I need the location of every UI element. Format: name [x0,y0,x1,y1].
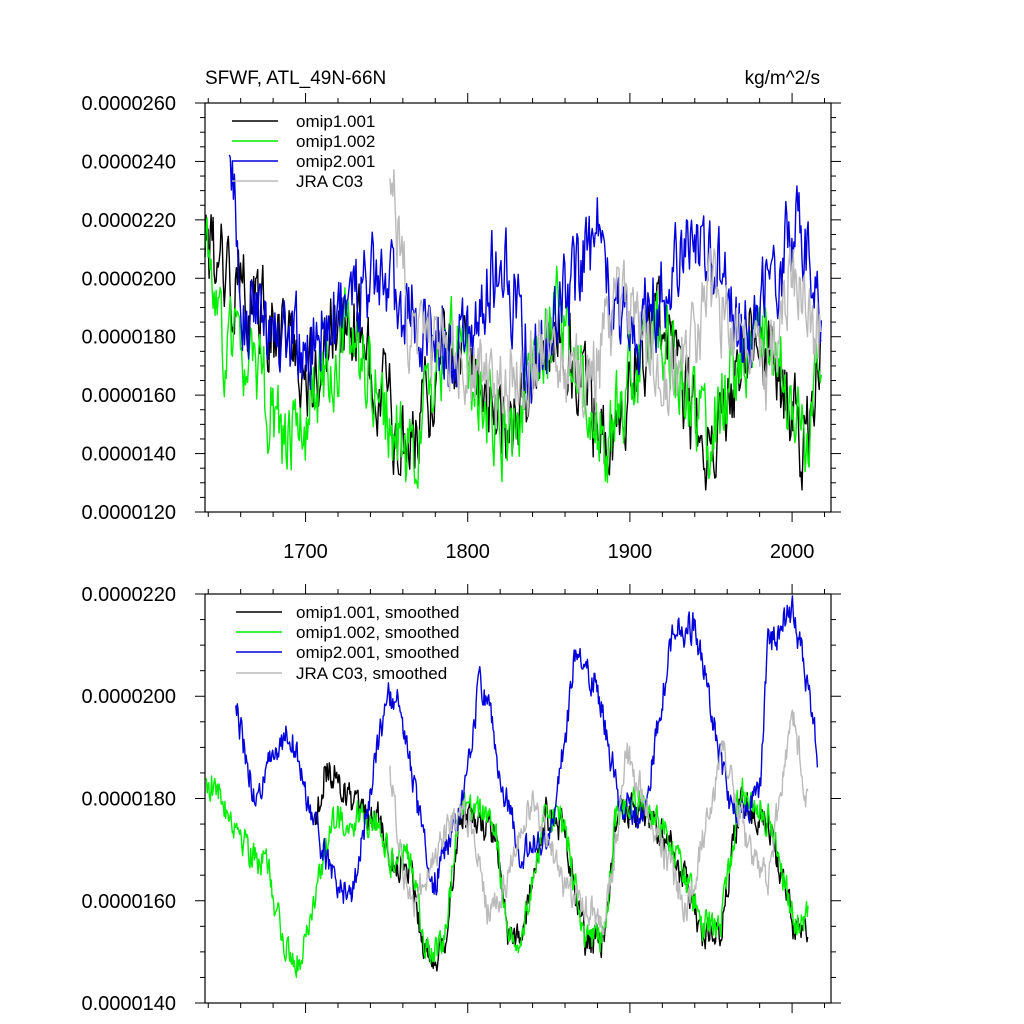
ticks-layer [195,93,841,522]
ticks-layer [195,584,841,1013]
y-tick-label: 0.0000200 [81,686,176,708]
legend-label: omip1.002 [296,132,375,151]
y-tick-label: 0.0000220 [81,210,176,232]
smoothed-panel: 0.0000140 0.0000160 0.0000180 0.0000200 … [81,584,841,1015]
units-label: kg/m^2/s [745,68,820,89]
x-tick-label: 1700 [283,541,328,563]
y-tick-label: 0.0000140 [81,444,176,466]
y-tick-label: 0.0000120 [81,502,176,524]
series-line-jra-c03 [389,169,822,430]
x-tick-label: 1800 [445,541,490,563]
legend-label: JRA C03, smoothed [296,664,447,683]
y-tick-label: 0.0000240 [81,151,176,173]
y-tick-label: 0.0000160 [81,891,176,913]
y-tick-label: 0.0000140 [81,993,176,1015]
y-tick-labels: 0.0000140 0.0000160 0.0000180 0.0000200 … [81,584,176,1015]
series-layer [204,595,819,978]
series-layer [204,154,822,491]
legend: omip1.001 omip1.002 omip2.001 JRA C03 [232,112,375,191]
legend-label: omip2.001 [296,152,375,171]
timeseries-panel: SFWF, ATL_49N-66N kg/m^2/s 0.0000120 0.0… [81,68,841,563]
y-tick-label: 0.0000220 [81,584,176,606]
legend: omip1.001, smoothed omip1.002, smoothed … [236,603,460,683]
y-tick-label: 0.0000200 [81,268,176,290]
chart-title: SFWF, ATL_49N-66N [205,68,386,89]
y-tick-label: 0.0000160 [81,385,176,407]
x-tick-labels: 1700 1800 1900 2000 [283,541,814,563]
y-tick-label: 0.0000180 [81,789,176,811]
series-line-omip1-002-smoothed [204,775,809,978]
legend-label: omip1.002, smoothed [296,623,460,642]
legend-label: JRA C03 [296,172,363,191]
y-tick-label: 0.0000260 [81,93,176,115]
x-tick-label: 1900 [608,541,653,563]
legend-label: omip2.001, smoothed [296,643,460,662]
series-line-omip2-001 [228,154,822,404]
legend-label: omip1.001, smoothed [296,603,460,622]
y-tick-labels: 0.0000120 0.0000140 0.0000160 0.0000180 … [81,93,176,524]
series-line-jra-c03-smoothed [389,709,809,936]
series-line-omip1-002 [204,217,822,489]
legend-label: omip1.001 [296,112,375,131]
y-tick-label: 0.0000180 [81,327,176,349]
x-tick-label: 2000 [770,541,815,563]
